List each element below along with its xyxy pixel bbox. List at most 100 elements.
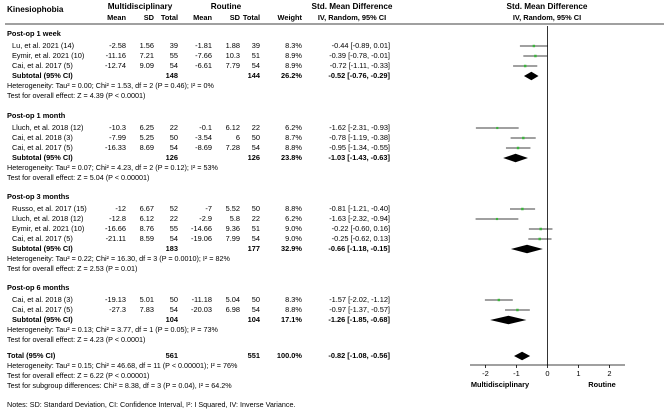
study-mean-1: -2.58 [109, 41, 126, 50]
study-weight: 8.7% [285, 133, 302, 142]
study-total-2: 51 [251, 224, 260, 233]
study-point [496, 126, 499, 130]
study-total-1: 54 [169, 143, 178, 152]
x-tick-label: -1 [513, 369, 520, 378]
study-total-1: 55 [169, 224, 178, 233]
subtotal-label: Subtotal (95% CI) [12, 244, 73, 253]
subtotal-diamond [510, 244, 543, 254]
study-point [521, 207, 524, 211]
subtotal-total-1: 126 [165, 153, 178, 162]
overall-effect-text: Test for overall effect: Z = 4.39 (P < 0… [7, 91, 146, 100]
subtotal-label: Subtotal (95% CI) [12, 153, 73, 162]
study-sd-1: 6.67 [139, 204, 154, 213]
study-total-2: 54 [251, 61, 260, 70]
study-sd-1: 5.25 [139, 133, 154, 142]
study-point [532, 44, 536, 48]
subtotal-weight: 23.8% [281, 153, 302, 162]
subtotal-total-1: 148 [165, 71, 178, 80]
plot-title: Std. Mean Difference [506, 2, 588, 11]
study-sd-1: 7.21 [139, 51, 154, 60]
study-ci: -0.39 [-0.78, -0.01] [329, 51, 390, 60]
study-sd-2: 6.12 [225, 123, 240, 132]
study-sd-1: 8.59 [139, 234, 154, 243]
figure-notes: Notes: SD: Standard Deviation, CI: Confi… [7, 400, 296, 409]
subgroup-title: Post-op 1 week [7, 29, 61, 38]
study-total-2: 50 [251, 295, 260, 304]
subtotal-ci: -0.66 [-1.18, -0.15] [328, 244, 390, 253]
subtotal-weight: 32.9% [281, 244, 302, 253]
subtotal-total-2: 177 [247, 244, 260, 253]
total-n2: 551 [247, 351, 260, 360]
study-name: Russo, et al. 2017 (15) [12, 204, 87, 213]
col-mean-2: Mean [193, 13, 212, 22]
study-weight: 8.9% [285, 51, 302, 60]
study-mean-2: -14.66 [191, 224, 212, 233]
study-mean-2: -3.54 [195, 133, 212, 142]
study-sd-2: 7.28 [225, 143, 240, 152]
study-point [516, 308, 519, 312]
study-point [539, 227, 542, 231]
study-mean-2: -0.1 [199, 123, 212, 132]
study-ci: -0.95 [-1.34, -0.55] [329, 143, 390, 152]
study-sd-2: 5.52 [225, 204, 240, 213]
study-weight: 8.8% [285, 305, 302, 314]
study-mean-2: -2.9 [199, 214, 212, 223]
outcome-title: Kinesiophobia [7, 5, 64, 14]
group1-header: Multidisciplinary [107, 2, 173, 11]
study-weight: 8.8% [285, 204, 302, 213]
subtotal-diamond [523, 71, 539, 81]
study-ci: -1.57 [-2.02, -1.12] [329, 295, 390, 304]
study-name: Eymir, et al. 2021 (10) [12, 51, 85, 60]
study-sd-2: 6 [235, 133, 240, 142]
study-weight: 9.0% [285, 234, 302, 243]
total-overall-effect: Test for overall effect: Z = 6.22 (P < 0… [7, 371, 150, 380]
study-point [497, 298, 501, 302]
heterogeneity-text: Heterogeneity: Tau² = 0.13; Chi² = 3.77,… [7, 325, 218, 334]
total-weight: 100.0% [276, 351, 302, 360]
study-ci: -0.44 [-0.89, 0.01] [331, 41, 390, 50]
study-mean-2: -7.66 [195, 51, 212, 60]
effect-title: Std. Mean Difference [311, 2, 393, 11]
study-mean-2: -8.69 [195, 143, 212, 152]
overall-effect-text: Test for overall effect: Z = 2.53 (P = 0… [7, 264, 138, 273]
x-tick-label: 1 [576, 369, 580, 378]
total-label: Total (95% CI) [7, 351, 56, 360]
study-mean-1: -16.66 [105, 224, 126, 233]
study-weight: 8.8% [285, 143, 302, 152]
study-name: Cai, et al. 2017 (5) [12, 143, 73, 152]
study-total-1: 50 [169, 295, 178, 304]
x-tick-label: 2 [607, 369, 611, 378]
heterogeneity-text: Heterogeneity: Tau² = 0.00; Chi² = 1.53,… [7, 81, 214, 90]
subtotal-total-1: 183 [165, 244, 178, 253]
study-sd-1: 7.83 [139, 305, 154, 314]
study-point [516, 146, 520, 150]
study-mean-2: -11.18 [191, 295, 212, 304]
overall-effect-text: Test for overall effect: Z = 4.23 (P < 0… [7, 335, 146, 344]
study-mean-1: -12.74 [105, 61, 126, 70]
study-sd-1: 6.25 [139, 123, 154, 132]
subtotal-ci: -1.26 [-1.85, -0.68] [328, 315, 390, 324]
subtotal-total-1: 104 [165, 315, 178, 324]
study-mean-1: -27.3 [109, 305, 126, 314]
study-total-2: 54 [251, 305, 260, 314]
study-sd-2: 10.3 [225, 51, 240, 60]
study-weight: 8.3% [285, 41, 302, 50]
overall-effect-text: Test for overall effect: Z = 5.04 (P < 0… [7, 173, 150, 182]
study-total-1: 54 [169, 61, 178, 70]
subgroup-title: Post-op 1 month [7, 111, 66, 120]
group2-header: Routine [210, 2, 242, 11]
study-name: Cai, et al. 2018 (3) [12, 133, 73, 142]
subgroup-differences: Test for subgroup differences: Chi² = 8.… [7, 381, 232, 390]
subtotal-weight: 17.1% [281, 315, 302, 324]
study-name: Cai, et al. 2018 (3) [12, 295, 73, 304]
study-ci: -0.97 [-1.37, -0.57] [329, 305, 390, 314]
study-total-2: 22 [251, 214, 260, 223]
subtotal-ci: -1.03 [-1.43, -0.63] [328, 153, 390, 162]
subtotal-label: Subtotal (95% CI) [12, 315, 73, 324]
study-sd-2: 1.88 [225, 41, 240, 50]
study-ci: -0.72 [-1.11, -0.33] [329, 61, 390, 70]
study-mean-2: -7 [205, 204, 212, 213]
study-mean-1: -16.33 [105, 143, 126, 152]
study-mean-1: -12 [115, 204, 126, 213]
